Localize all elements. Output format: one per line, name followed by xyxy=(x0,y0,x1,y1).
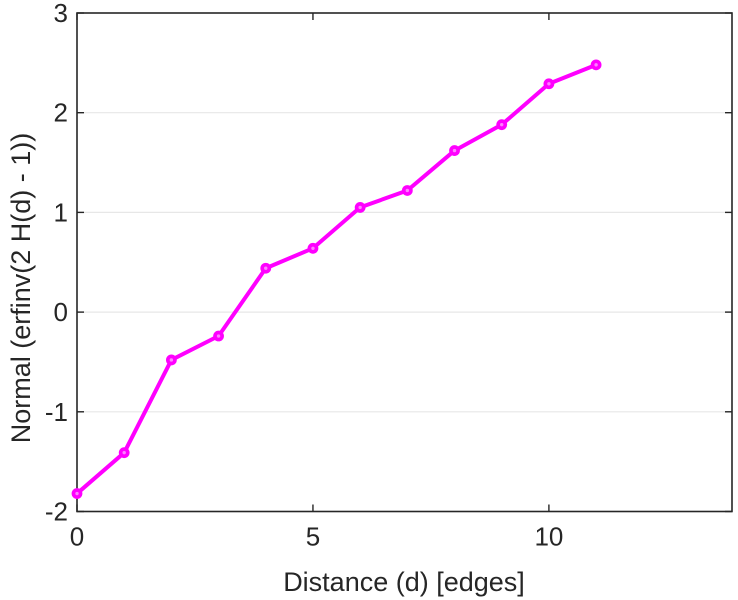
y-tick-label: 2 xyxy=(54,98,68,128)
data-point-center xyxy=(547,82,551,86)
data-point-center xyxy=(169,358,174,362)
data-point-center xyxy=(216,334,221,338)
data-point-center xyxy=(264,266,268,270)
data-point-center xyxy=(122,450,126,455)
data-point-center xyxy=(500,122,504,127)
x-tick-label: 0 xyxy=(70,522,84,552)
data-point-center xyxy=(311,246,315,250)
data-line xyxy=(75,62,599,496)
axes-border xyxy=(76,12,733,513)
x-tick-label: 10 xyxy=(534,522,563,552)
x-axis-label: Distance (d) [edges] xyxy=(283,567,525,597)
y-tick-label: 0 xyxy=(54,297,68,327)
y-tick-label: 1 xyxy=(54,197,68,227)
data-point-center xyxy=(594,63,598,67)
y-tick-label: -2 xyxy=(45,497,68,527)
y-tick-label: -1 xyxy=(45,397,68,427)
data-point-center xyxy=(358,205,362,210)
y-axis-label: Normal (erfinv(2 H(d) - 1)) xyxy=(6,133,36,444)
plot-area: 0 5 10 -2 -1 0 1 2 3 xyxy=(45,0,733,552)
y-tick-label: 3 xyxy=(54,0,68,28)
data-point-center xyxy=(405,188,410,193)
data-point-center xyxy=(452,148,457,153)
data-point-center xyxy=(75,491,79,496)
x-tick-label: 5 xyxy=(306,522,320,552)
